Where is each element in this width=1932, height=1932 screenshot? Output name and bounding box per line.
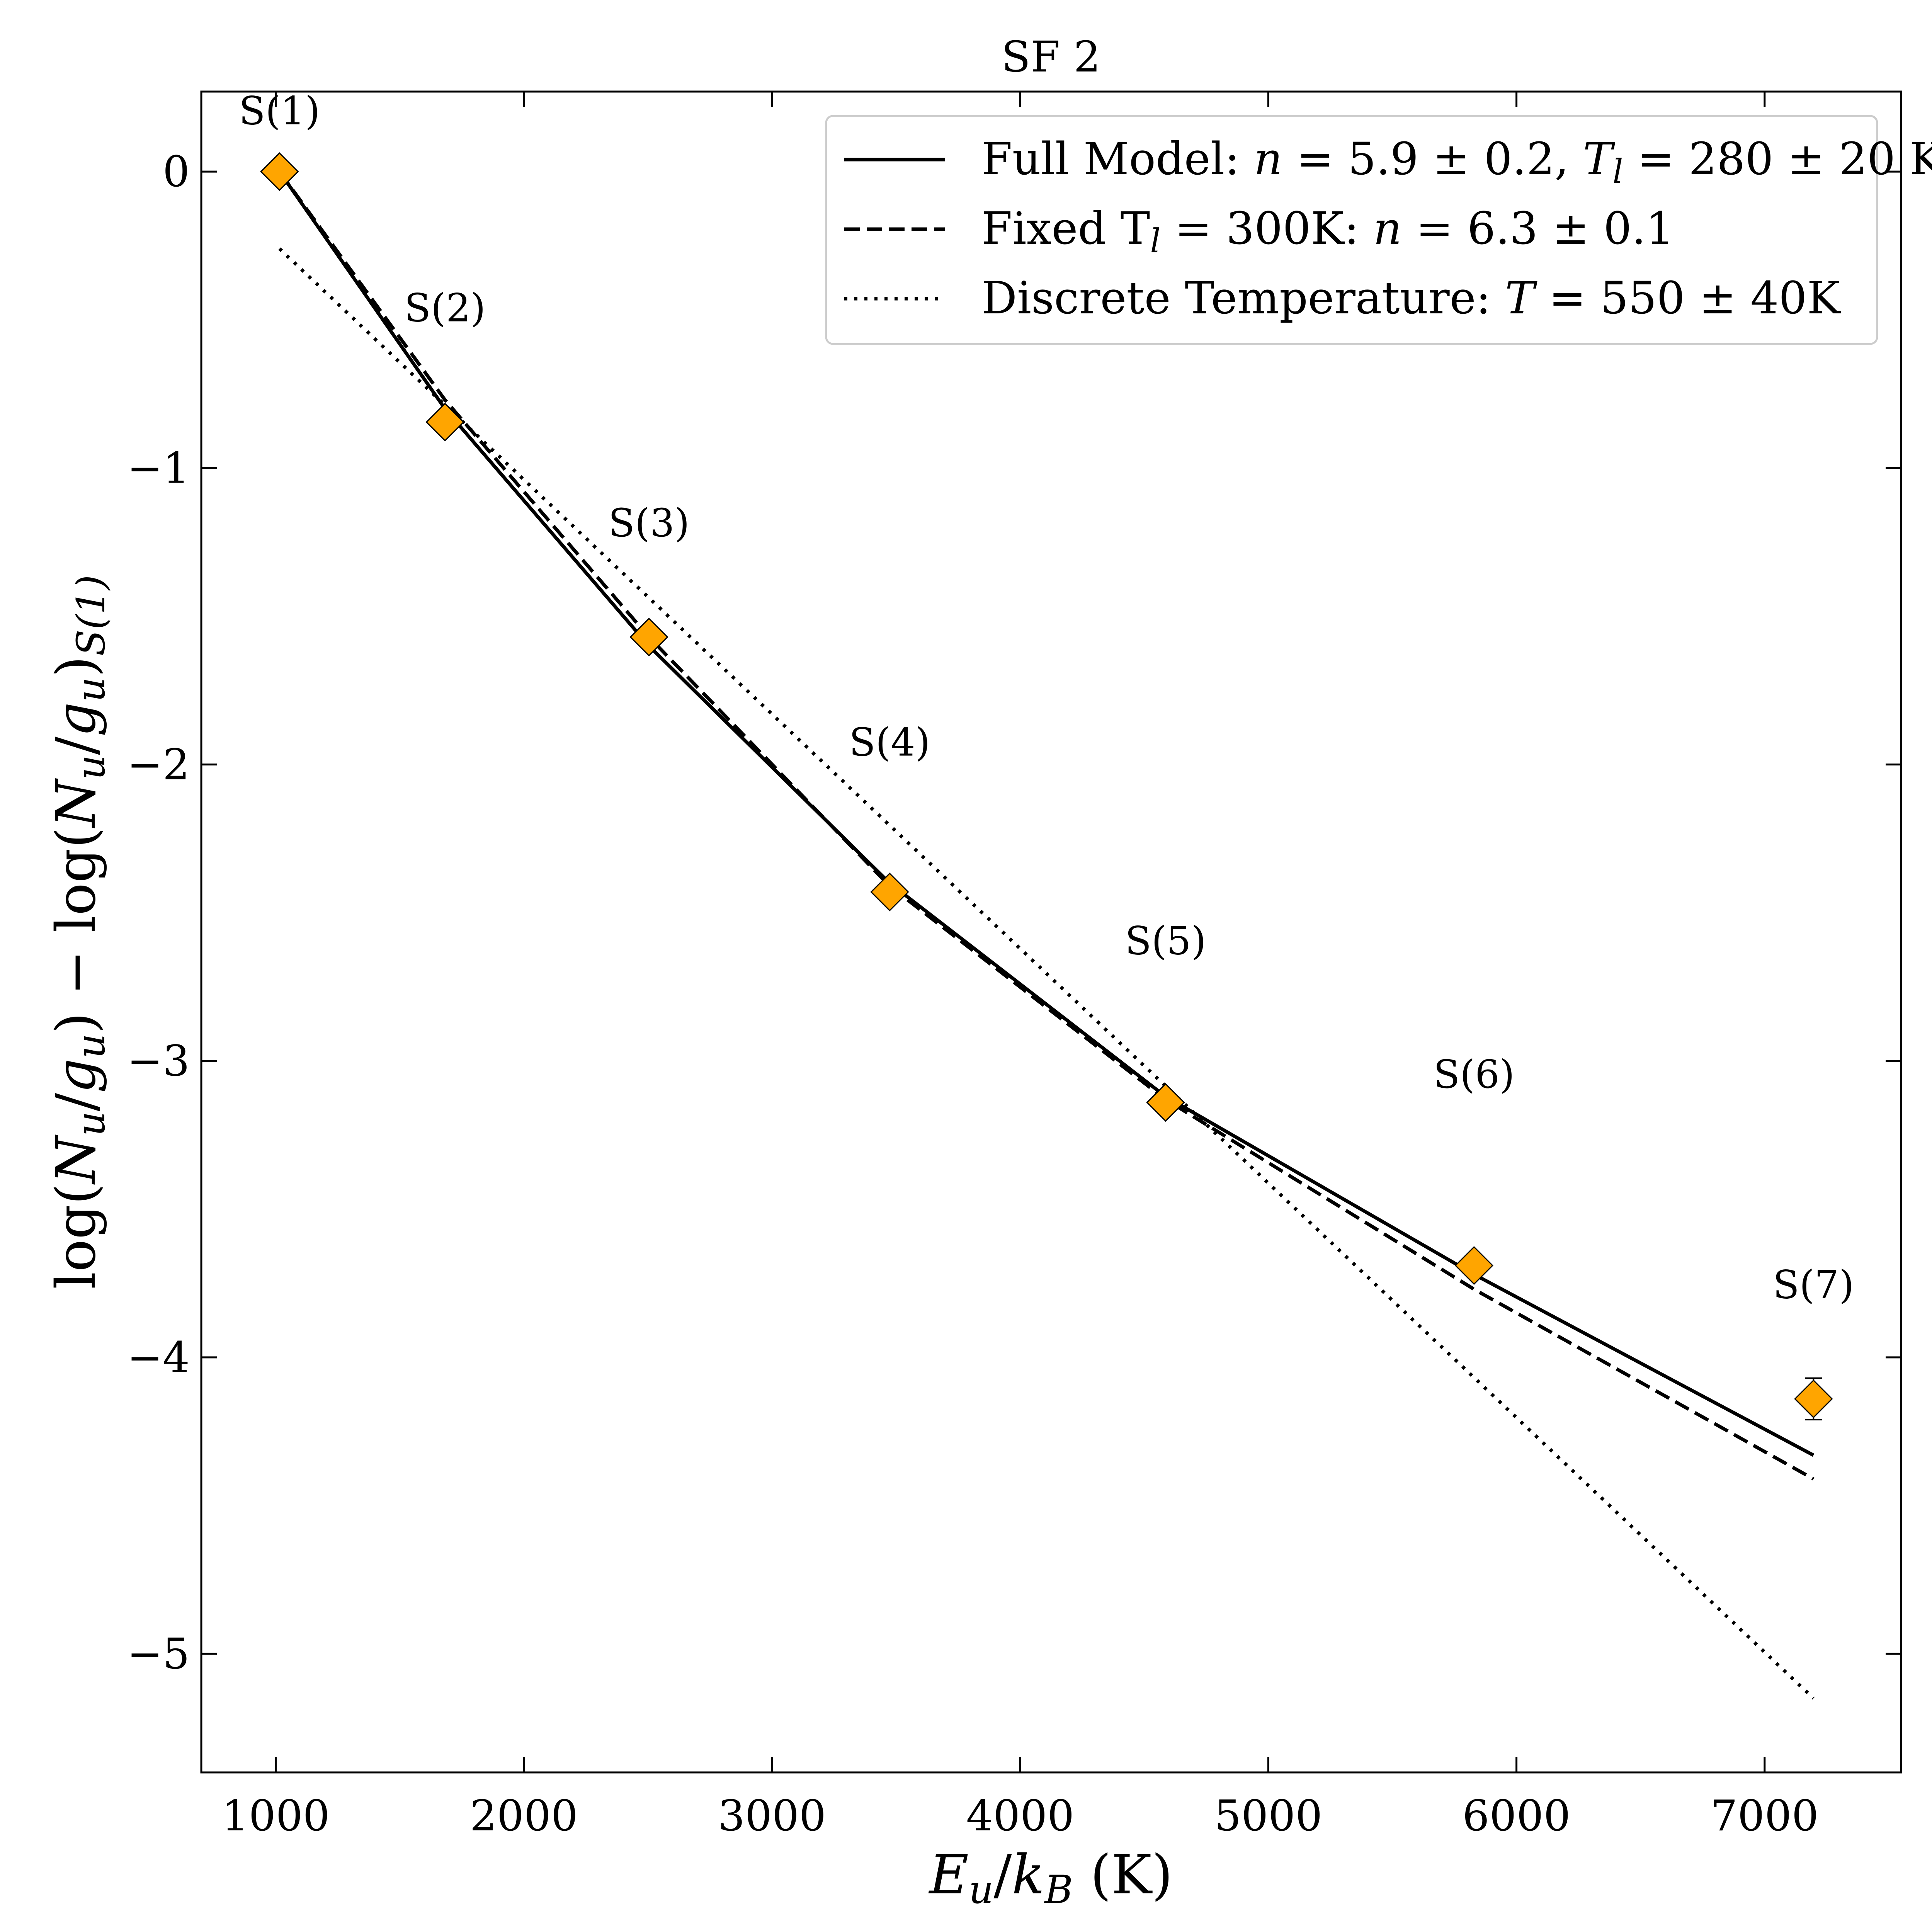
data-point-diamond [260, 152, 299, 191]
series-line-dotted [278, 247, 1815, 1700]
x-tick-label: 5000 [1214, 1791, 1322, 1840]
point-label: S(3) [608, 500, 689, 546]
legend-entry: Fixed Tl = 300K: n = 6.3 ± 0.1 [981, 203, 1674, 260]
point-labels: S(1) S(2) S(3) S(4) S(5) S(6) S(7) [239, 88, 1854, 1307]
y-tick-label: −4 [127, 1333, 190, 1382]
y-tick-label: 0 [163, 147, 190, 196]
x-tick-label: 7000 [1711, 1791, 1819, 1840]
legend-box [825, 115, 1878, 345]
chart-title: SF 2 [1002, 32, 1101, 82]
y-tick-label: −5 [127, 1629, 190, 1679]
y-tick-label: −3 [127, 1036, 190, 1086]
data-point-diamond [1454, 1246, 1493, 1285]
plot-area [200, 90, 1902, 1774]
x-tick-label: 4000 [966, 1791, 1074, 1840]
points-layer [260, 152, 1833, 1421]
y-axis-label: log(Nu/gu) − log(Nu/gu)S(1) [45, 575, 114, 1289]
x-tick-label: 1000 [222, 1791, 330, 1840]
x-axis-label: Eu/kB (K) [928, 1844, 1173, 1912]
point-label: S(1) [239, 88, 320, 133]
point-label: S(4) [849, 720, 930, 765]
data-point-diamond [425, 403, 464, 442]
series-line-solid [278, 170, 1815, 1457]
series-layer [278, 170, 1815, 1700]
x-tick-label: 6000 [1463, 1791, 1571, 1840]
legend: Full Model: n = 5.9 ± 0.2, Tl = 280 ± 20… [825, 115, 1932, 345]
axes-frame [200, 90, 1902, 1774]
x-tick-label: 2000 [470, 1791, 578, 1840]
legend-entry: Full Model: n = 5.9 ± 0.2, Tl = 280 ± 20… [981, 133, 1932, 191]
y-tick-label: −1 [127, 443, 190, 493]
axis-ticks: 1000 2000 3000 4000 5000 6000 7000 0 −1 −2 −3 −4 −5 [127, 92, 1901, 1840]
x-tick-label: 3000 [718, 1791, 826, 1840]
legend-entry: Discrete Temperature: T = 550 ± 40K [981, 272, 1841, 324]
data-point-diamond [1794, 1379, 1833, 1418]
data-point-diamond [1146, 1083, 1185, 1122]
data-point-diamond [629, 617, 668, 656]
point-label: S(2) [405, 286, 486, 331]
point-label: S(5) [1125, 918, 1206, 964]
data-point-diamond [870, 872, 909, 912]
series-line-dashed [278, 170, 1815, 1481]
y-tick-label: −2 [127, 740, 190, 789]
point-label: S(6) [1434, 1052, 1515, 1097]
point-label: S(7) [1773, 1262, 1854, 1307]
